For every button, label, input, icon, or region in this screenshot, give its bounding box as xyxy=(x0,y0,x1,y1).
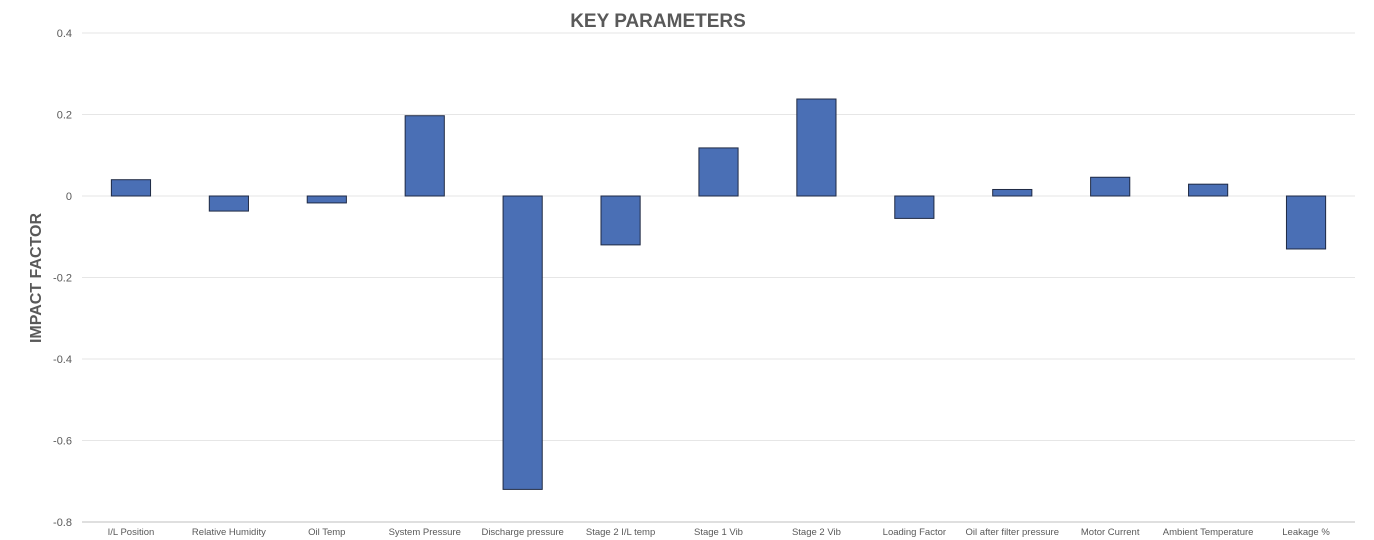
x-tick-label: Discharge pressure xyxy=(481,527,563,538)
y-tick-label: -0.6 xyxy=(53,436,72,448)
bar xyxy=(992,188,1033,197)
bar xyxy=(894,195,935,219)
y-tick-label: 0.2 xyxy=(57,110,72,122)
bar xyxy=(306,195,347,204)
bar xyxy=(502,195,543,490)
x-tick-label: Stage 1 Vib xyxy=(694,527,743,538)
y-tick-labels: 0.4 0.2 0 -0.2 -0.4 -0.6 -0.8 xyxy=(53,28,72,529)
bar xyxy=(208,195,249,212)
x-tick-label: Leakage % xyxy=(1282,527,1330,538)
bar xyxy=(600,195,641,246)
x-tick-label: Loading Factor xyxy=(883,527,946,538)
bar xyxy=(796,98,837,197)
x-tick-label: Stage 2 Vib xyxy=(792,527,841,538)
x-tick-label: Stage 2 I/L temp xyxy=(586,527,655,538)
gridlines xyxy=(82,32,1355,523)
bar xyxy=(110,179,152,197)
bar xyxy=(698,147,739,197)
y-tick-label: -0.8 xyxy=(53,517,72,529)
y-tick-label: 0 xyxy=(66,191,72,203)
bar xyxy=(1285,195,1327,250)
y-tick-label: -0.4 xyxy=(53,354,72,366)
x-tick-labels: I/L Position Relative Humidity Oil Temp Sys… xyxy=(108,527,1331,538)
bar xyxy=(1188,183,1229,197)
y-tick-label: 0.4 xyxy=(57,28,72,40)
x-tick-label: Ambient Temperature xyxy=(1163,527,1254,538)
x-tick-label: I/L Position xyxy=(108,527,155,538)
x-tick-label: Relative Humidity xyxy=(192,527,266,538)
x-tick-label: Motor Current xyxy=(1081,527,1140,538)
y-axis-label: IMPACT FACTOR xyxy=(28,213,45,344)
y-tick-label: -0.2 xyxy=(53,273,72,285)
chart-title: KEY PARAMETERS xyxy=(570,11,746,32)
x-tick-label: Oil after filter pressure xyxy=(966,527,1059,538)
bars xyxy=(110,98,1327,490)
x-tick-label: Oil Temp xyxy=(308,527,345,538)
bar xyxy=(1090,176,1131,197)
bar xyxy=(404,115,445,197)
x-tick-label: System Pressure xyxy=(389,527,461,538)
